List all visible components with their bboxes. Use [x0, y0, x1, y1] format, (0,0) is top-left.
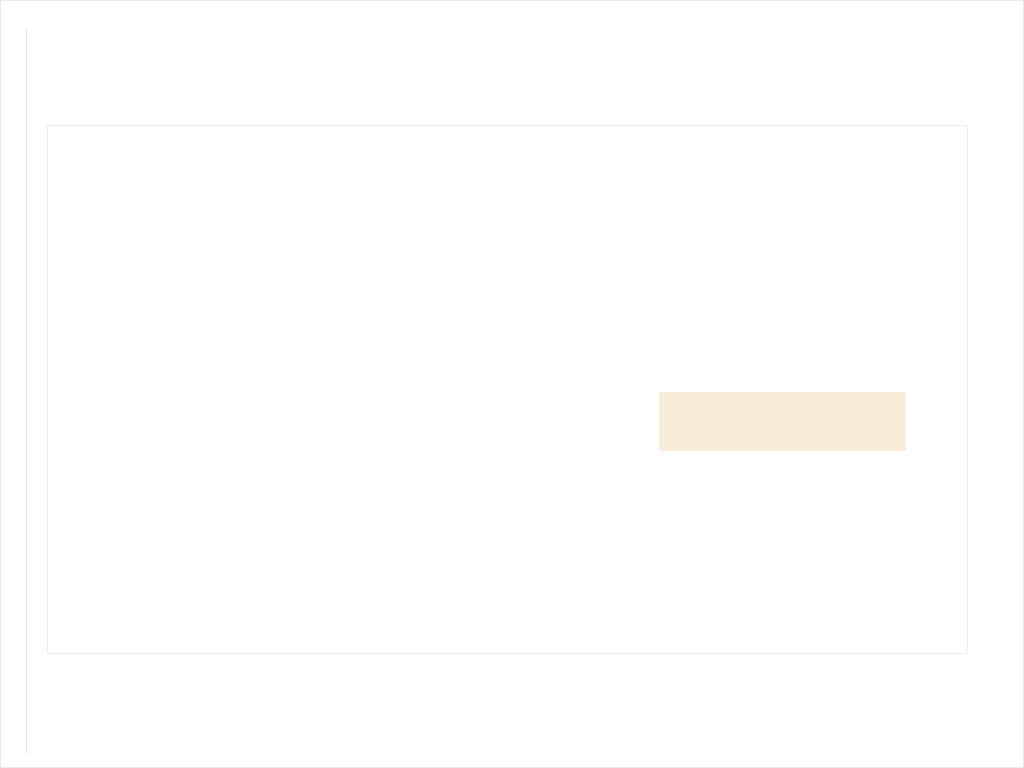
plot-frame	[47, 125, 968, 654]
lth-net-spend-annotation	[659, 392, 906, 451]
left-divider	[26, 29, 27, 753]
